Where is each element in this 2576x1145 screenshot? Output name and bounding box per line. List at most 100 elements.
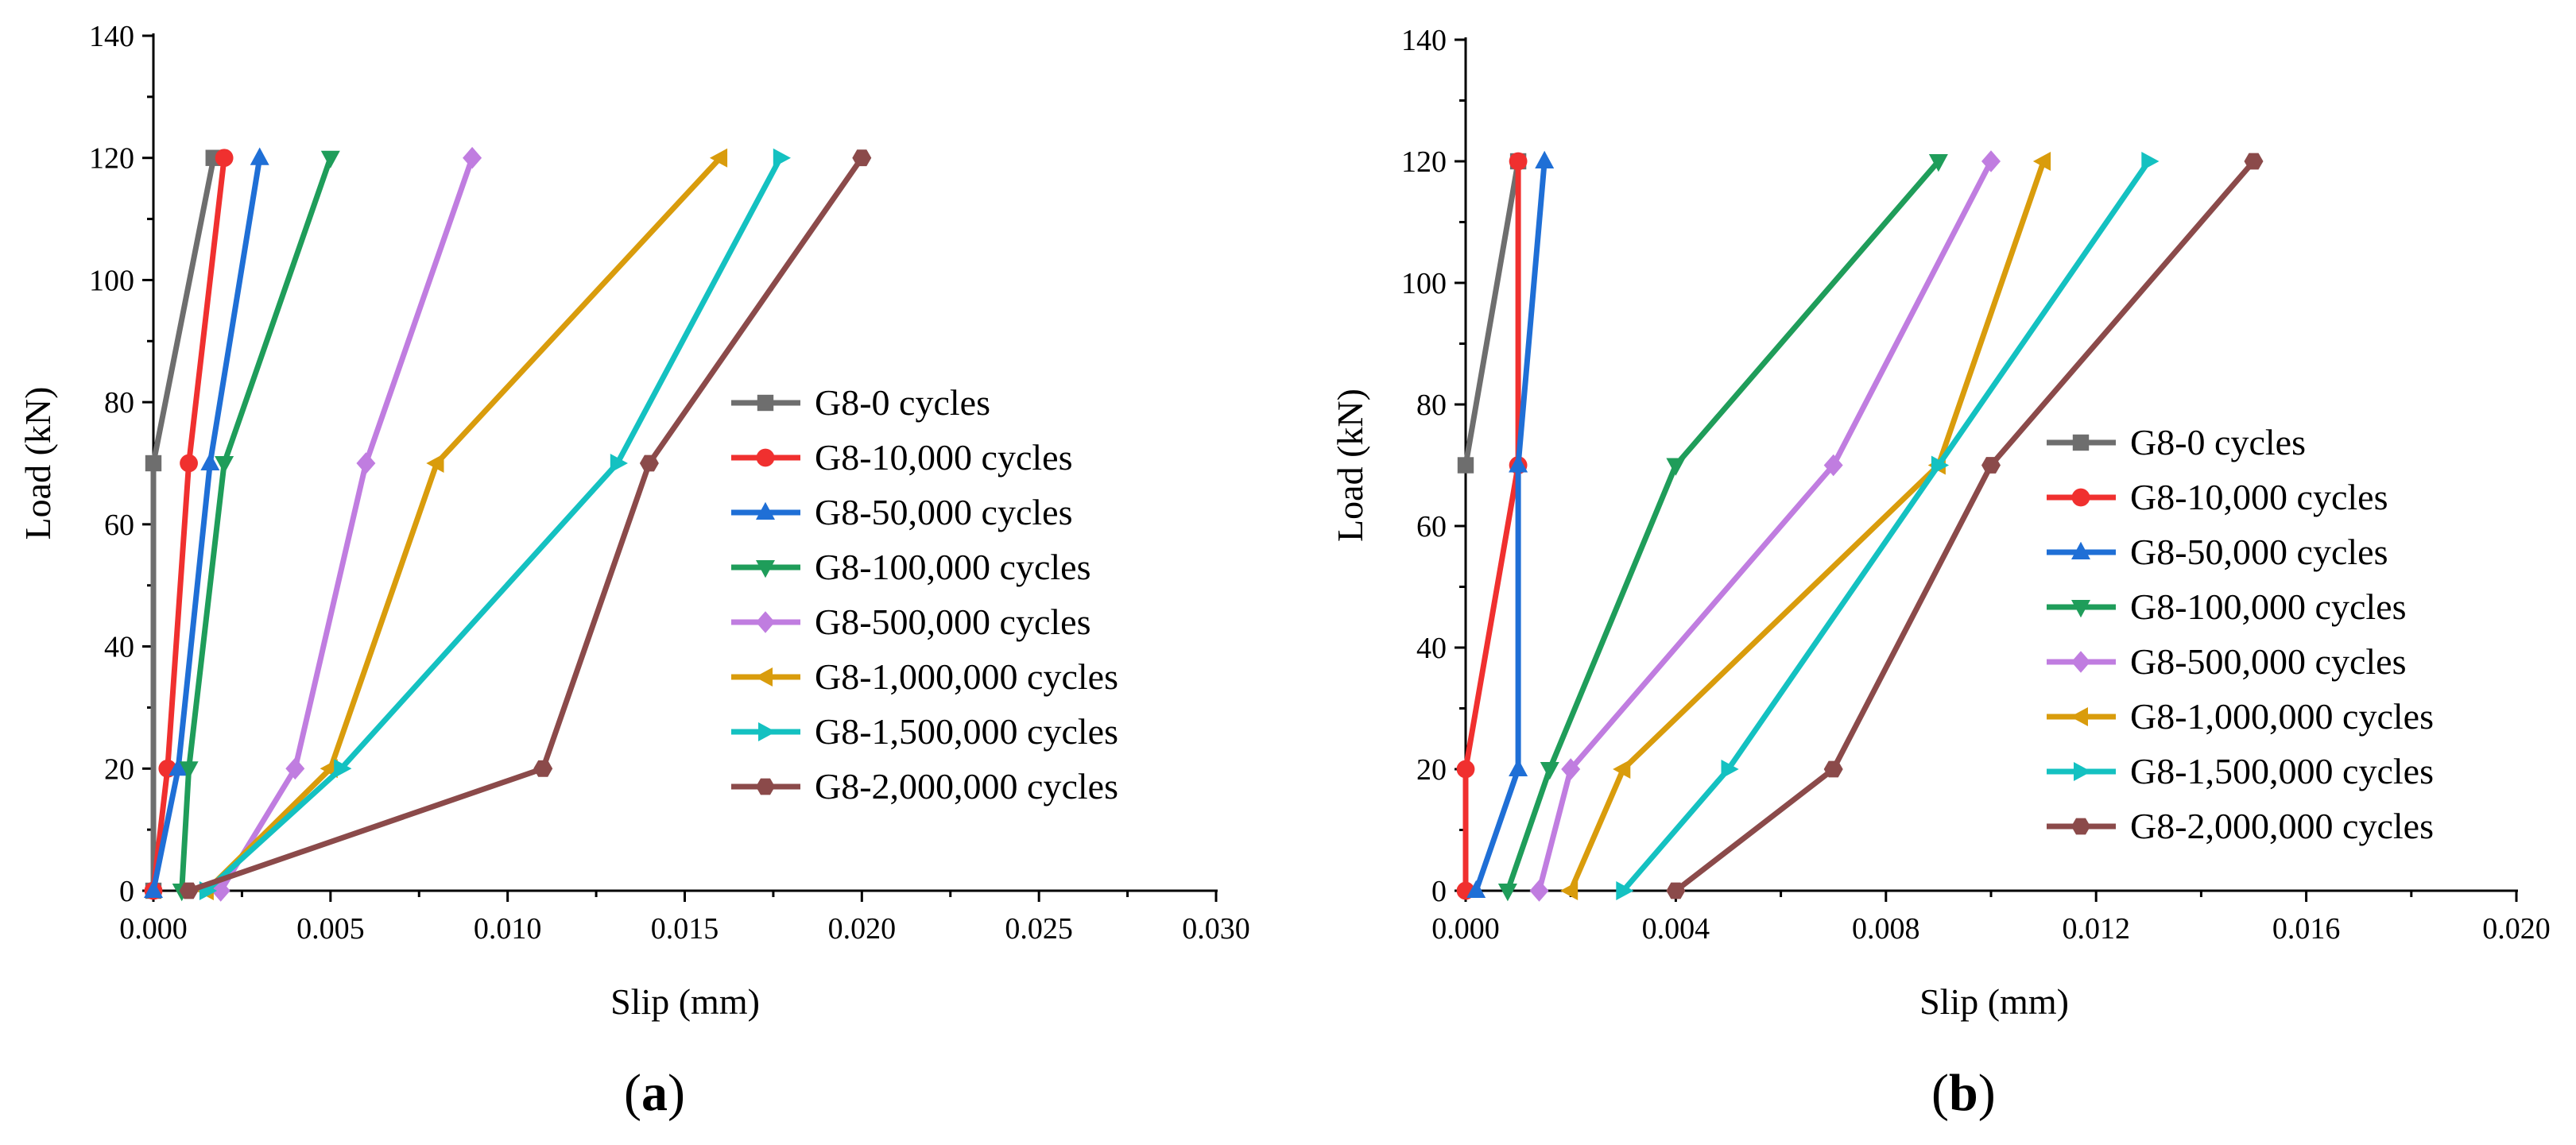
x-axis-title: Slip (mm) (610, 981, 760, 1022)
y-tick-label: 100 (1401, 267, 1447, 300)
y-axis-title: Load (kN) (17, 387, 58, 540)
series-line (1473, 161, 1548, 892)
panel-label-open: ( (1931, 1064, 1949, 1122)
legend: G8-0 cycles G8-10,000 cycles G8-50,000 cyc… (731, 382, 1118, 807)
legend-label: G8-1,500,000 cycles (815, 711, 1118, 752)
legend-label: G8-2,000,000 cycles (2130, 806, 2434, 846)
y-tick-label: 60 (104, 509, 134, 542)
legend-item: G8-50,000 cycles (2047, 532, 2388, 572)
data-point (200, 452, 220, 470)
data-point (1981, 150, 2001, 172)
plot-area (144, 146, 872, 902)
x-tick-label: 0.020 (2482, 912, 2551, 946)
series-4 (1497, 154, 1948, 902)
legend-item: G8-100,000 cycles (731, 547, 1090, 587)
y-tick-label: 40 (1416, 632, 1447, 665)
data-point (1509, 758, 1528, 776)
series-6 (1560, 152, 2051, 900)
data-point (1456, 760, 1475, 779)
x-tick-label: 0.004 (1642, 912, 1710, 946)
data-point (250, 147, 269, 165)
legend-label: G8-1,000,000 cycles (2130, 696, 2434, 737)
data-point (1666, 458, 1686, 476)
data-point (533, 760, 553, 777)
series-5 (211, 146, 482, 902)
data-point (2141, 152, 2160, 171)
legend-marker (2071, 818, 2090, 835)
legend-item: G8-2,000,000 cycles (731, 766, 1118, 807)
panel-label-letter: b (1949, 1064, 1978, 1122)
data-point (320, 150, 340, 168)
series-line (1567, 160, 2047, 892)
data-point (852, 149, 872, 167)
series-3 (144, 147, 269, 898)
y-axis-title: Load (kN) (1330, 389, 1370, 542)
data-point (1928, 154, 1948, 172)
data-point (285, 757, 305, 780)
legend-marker (754, 667, 773, 687)
series-line (179, 157, 334, 892)
x-tick-label: 0.005 (296, 912, 365, 946)
data-point (426, 454, 444, 473)
legend-marker (2072, 434, 2090, 451)
y-tick-label: 20 (104, 752, 134, 786)
legend-label: G8-50,000 cycles (2130, 532, 2388, 572)
legend-item: G8-500,000 cycles (2047, 641, 2406, 682)
legend-marker (2074, 762, 2092, 781)
legend-marker (2071, 488, 2090, 507)
legend-item: G8-10,000 cycles (731, 437, 1072, 478)
legend-item: G8-1,000,000 cycles (731, 656, 1118, 697)
legend-item: G8-0 cycles (2047, 422, 2306, 462)
legend-marker (756, 778, 775, 795)
data-point (1560, 881, 1579, 900)
x-tick-label: 0.012 (2062, 912, 2130, 946)
data-point (1666, 882, 1686, 899)
plot-area (1456, 150, 2264, 902)
legend-label: G8-1,000,000 cycles (815, 656, 1118, 697)
series-line (1462, 161, 1521, 891)
data-point (1529, 880, 1549, 902)
x-tick-label: 0.025 (1005, 912, 1073, 946)
legend-label: G8-50,000 cycles (815, 492, 1072, 532)
data-point (1497, 884, 1517, 902)
legend-marker (757, 394, 774, 412)
data-point (1616, 881, 1634, 900)
data-point (179, 761, 199, 779)
data-point (169, 758, 188, 776)
series-3 (1466, 150, 1555, 898)
y-tick-label: 20 (1416, 753, 1447, 787)
legend-item: G8-1,500,000 cycles (731, 711, 1118, 752)
series-6 (196, 148, 728, 900)
data-point (639, 455, 659, 472)
y-tick-label: 0 (119, 875, 134, 908)
x-tick-label: 0.000 (1431, 912, 1500, 946)
data-point (1457, 457, 1474, 474)
data-point (1823, 760, 1843, 778)
x-axis-title: Slip (mm) (1919, 981, 2069, 1022)
series-line (1462, 161, 1521, 466)
data-point (2244, 153, 2264, 170)
x-tick-label: 0.010 (474, 912, 542, 946)
legend-label: G8-500,000 cycles (2130, 641, 2406, 682)
legend-item: G8-500,000 cycles (731, 602, 1090, 642)
legend-item: G8-1,000,000 cycles (2047, 696, 2434, 737)
chart-panel-b: 0.000 0.004 0.008 0.012 0.016 0.020 0 20 40 60 80 1… (1330, 24, 2551, 1122)
series-line (150, 157, 227, 892)
panel-label-close: ) (1978, 1064, 1996, 1122)
legend-item: G8-10,000 cycles (2047, 477, 2388, 517)
legend-label: G8-10,000 cycles (815, 437, 1072, 478)
data-point (1535, 150, 1555, 168)
legend-label: G8-0 cycles (2130, 422, 2306, 462)
panel-label-open: ( (624, 1064, 641, 1122)
data-point (610, 454, 628, 473)
data-point (1561, 758, 1581, 780)
data-point (709, 148, 728, 168)
legend-marker (756, 611, 775, 633)
legend-marker (756, 560, 775, 578)
legend-marker (758, 722, 777, 741)
legend-item: G8-0 cycles (731, 382, 990, 423)
chart-panel-a: 0.000 0.005 0.010 0.015 0.020 0.025 0.030 0 20 40… (17, 20, 1250, 1122)
y-tick-label: 40 (104, 631, 134, 664)
legend-item: G8-50,000 cycles (731, 492, 1072, 532)
x-tick-label: 0.020 (828, 912, 897, 946)
